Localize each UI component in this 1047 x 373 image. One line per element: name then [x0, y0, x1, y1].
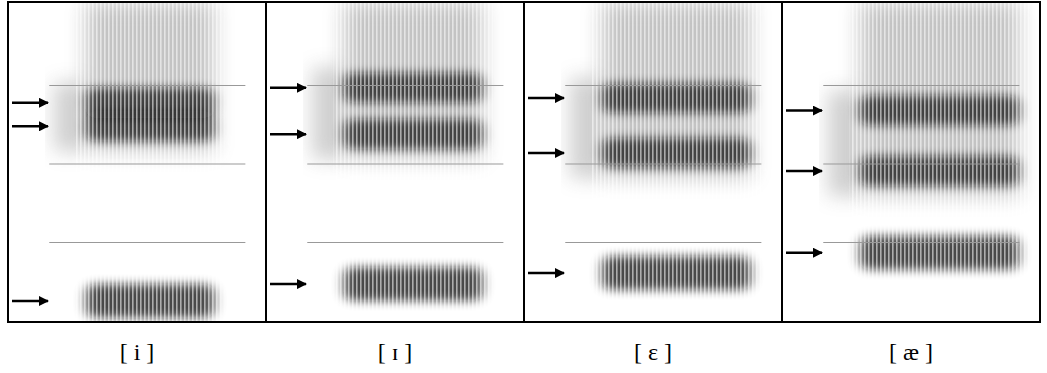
formant-arrow [786, 251, 822, 254]
vowel-label: [ ɛ ] [634, 339, 672, 365]
plot-area [528, 2, 761, 322]
grid-line [823, 242, 1019, 243]
vowel-label: [ i ] [120, 339, 155, 365]
formant-arrow [270, 87, 306, 90]
striations [849, 2, 1029, 322]
figure: [ i ] [ ɪ ] [ ɛ ] [ æ ] [0, 0, 1047, 373]
formant-arrow [786, 170, 822, 173]
vowel-label: [ æ ] [889, 339, 933, 365]
striations [591, 2, 761, 322]
grid-line [49, 164, 245, 165]
grid-line [49, 85, 245, 86]
formant-arrow [12, 125, 48, 128]
panel: [ i ] [8, 2, 266, 365]
grid-line [307, 242, 503, 243]
striations [333, 2, 492, 322]
grid-line [823, 164, 1019, 165]
grid-line [565, 85, 761, 86]
panel-frame [782, 2, 1040, 322]
grid-line [565, 242, 761, 243]
grid-line [565, 164, 761, 165]
formant-arrow [528, 97, 564, 100]
panel-frame [524, 2, 782, 322]
formant-arrow [270, 133, 306, 136]
striations [75, 2, 224, 322]
formant-arrow [528, 272, 564, 275]
panel: [ ɪ ] [266, 2, 524, 365]
formant-arrow [12, 102, 48, 105]
formant-arrow [528, 152, 564, 155]
plot-area [270, 2, 503, 322]
panel: [ ɛ ] [524, 2, 782, 365]
grid-line [49, 242, 245, 243]
panel-frame [266, 2, 524, 322]
plot-area [12, 2, 245, 322]
grid-line [307, 85, 503, 86]
formant-arrow [270, 283, 306, 286]
formant-arrow [12, 300, 48, 303]
grid-line [823, 85, 1019, 86]
plot-area [786, 2, 1029, 322]
panel: [ æ ] [782, 2, 1040, 365]
vowel-label: [ ɪ ] [378, 339, 413, 365]
panel-frame [8, 2, 266, 322]
formant-arrow [786, 109, 822, 112]
grid-line [307, 164, 503, 165]
